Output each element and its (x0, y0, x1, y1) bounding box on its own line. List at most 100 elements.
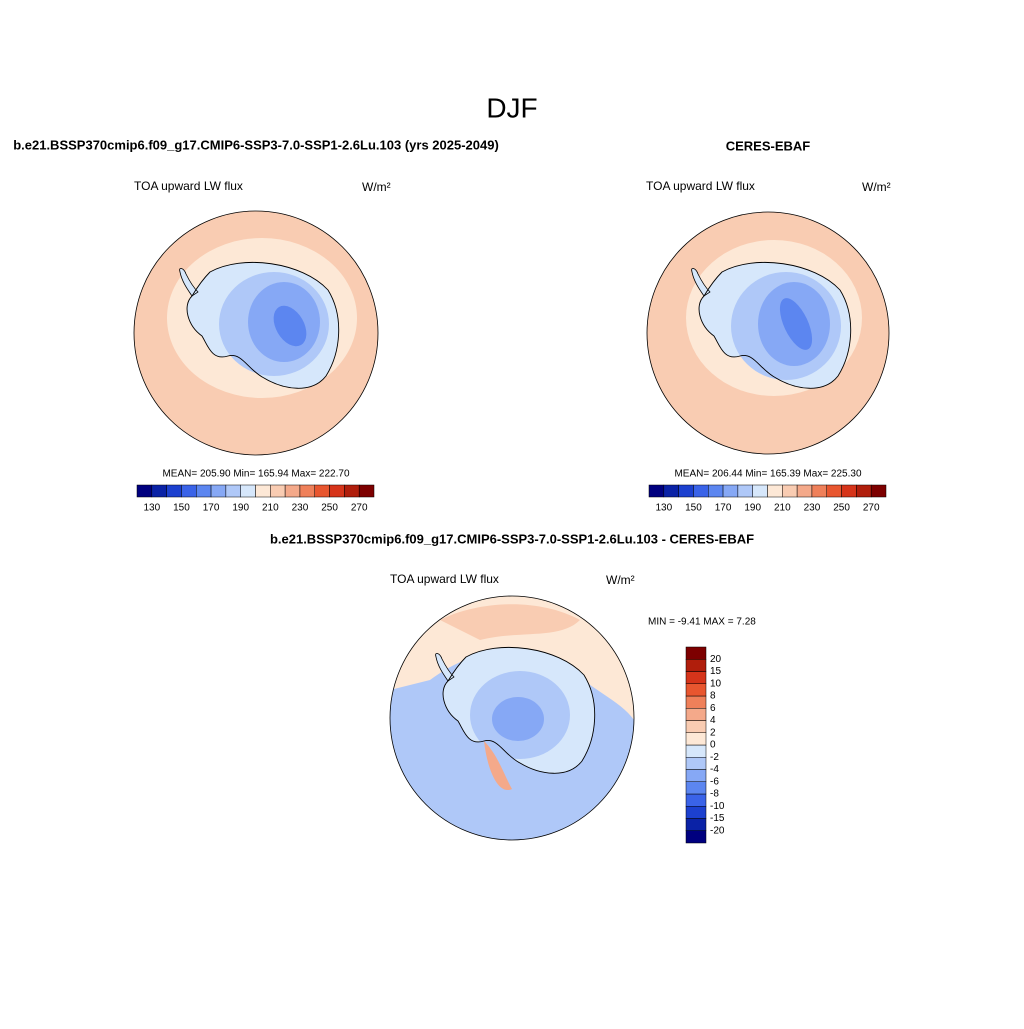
field-contour (484, 741, 512, 791)
colorbar-box (693, 484, 709, 498)
colorbar-box (685, 695, 707, 709)
colorbar-tick-label: -8 (710, 789, 719, 800)
stats-label: MIN = -9.41 MAX = 7.28 (648, 617, 756, 628)
colorbar-box (678, 484, 694, 498)
colorbar-tick-label: 2 (710, 727, 716, 738)
colorbar-box (166, 484, 182, 498)
map-border (646, 211, 890, 455)
colorbar-tick-label: 270 (351, 503, 368, 514)
colorbar-box (685, 793, 707, 807)
colorbar-box (270, 484, 286, 498)
colorbar-tick-label: 250 (833, 503, 850, 514)
stats-label: MEAN= 205.90 Min= 165.94 Max= 222.70 (162, 469, 350, 480)
colorbar-tick-label: 4 (710, 715, 716, 726)
colorbar-tick-label: 230 (804, 503, 821, 514)
variable-label: TOA upward LW flux (390, 572, 499, 586)
colorbar-tick-label: 130 (143, 503, 160, 514)
colorbar-box (685, 781, 707, 795)
colorbar-tick-label: 10 (710, 678, 722, 689)
stats-label: MEAN= 206.44 Min= 165.39 Max= 225.30 (674, 469, 862, 480)
colorbar-box (708, 484, 724, 498)
colorbar-tick-label: -15 (710, 813, 725, 824)
field-contour (779, 298, 813, 350)
colorbar-tick-label: -2 (710, 752, 719, 763)
map-border (389, 595, 635, 841)
variable-label: TOA upward LW flux (134, 179, 243, 193)
colorbar-box (210, 484, 227, 498)
colorbar-box (685, 659, 707, 672)
colorbar-box (136, 484, 153, 498)
colorbar-box (685, 806, 707, 819)
colorbar-tick-label: 150 (685, 503, 702, 514)
field-contour (492, 697, 544, 741)
colorbar-box (299, 484, 315, 498)
colorbar-box (685, 671, 707, 684)
colorbar-tick-label: 270 (863, 503, 880, 514)
colorbar-box (225, 484, 241, 498)
colorbar-box (685, 818, 707, 831)
colorbar-box (648, 484, 665, 498)
colorbar-box (767, 484, 783, 498)
colorbar-tick-label: 170 (203, 503, 220, 514)
colorbar-box (685, 732, 707, 746)
map-panel (647, 212, 889, 454)
colorbar-box (151, 484, 167, 498)
panel-title: CERES-EBAF (726, 138, 811, 153)
figure-title: DJF (486, 92, 537, 123)
colorbar-tick-label: 6 (710, 703, 716, 714)
map-panel (134, 211, 378, 455)
colorbar-box (685, 744, 707, 758)
units-label: W/m² (606, 573, 635, 587)
colorbar-tick-label: 15 (710, 666, 722, 677)
map-panel (390, 596, 634, 840)
panel-title: b.e21.BSSP370cmip6.f09_g17.CMIP6-SSP3-7.… (270, 531, 754, 546)
colorbar-box (344, 484, 360, 498)
colorbar-tick-label: 230 (292, 503, 309, 514)
colorbar-tick-label: 170 (715, 503, 732, 514)
colorbar-tick-label: 210 (774, 503, 791, 514)
colorbar-box (314, 484, 330, 498)
units-label: W/m² (362, 180, 391, 194)
field-contour (440, 604, 580, 640)
colorbar-tick-label: 190 (744, 503, 761, 514)
colorbar-tick-label: 210 (262, 503, 279, 514)
colorbar-box (870, 484, 887, 498)
colorbar-box (722, 484, 739, 498)
colorbar-tick-label: 0 (710, 740, 716, 751)
colorbar-box (663, 484, 679, 498)
colorbar-box (255, 484, 271, 498)
colorbar-box (685, 720, 707, 733)
variable-label: TOA upward LW flux (646, 179, 755, 193)
units-label: W/m² (862, 180, 891, 194)
colorbar-box (329, 484, 345, 498)
colorbar-tick-label: -10 (710, 801, 725, 812)
colorbar-box (841, 484, 857, 498)
field-contour (273, 305, 307, 347)
colorbar-box (181, 484, 197, 498)
colorbar-box (685, 683, 707, 697)
colorbar-tick-label: 8 (710, 691, 716, 702)
colorbar-tick-label: -20 (710, 825, 725, 836)
colorbar-box (358, 484, 375, 498)
colorbar-box (685, 757, 707, 770)
colorbar-box (196, 484, 212, 498)
colorbar-box (737, 484, 753, 498)
panel-title: b.e21.BSSP370cmip6.f09_g17.CMIP6-SSP3-7.… (13, 137, 499, 152)
colorbar-tick-label: 130 (655, 503, 672, 514)
colorbar-box (826, 484, 842, 498)
colorbar-tick-label: -6 (710, 776, 719, 787)
colorbar-tick-label: 250 (321, 503, 338, 514)
colorbar-box (685, 646, 707, 660)
colorbar-tick-label: 190 (232, 503, 249, 514)
colorbar-tick-label: 20 (710, 654, 722, 665)
map-border (133, 210, 379, 456)
colorbar-tick-label: -4 (710, 764, 719, 775)
colorbar-box (782, 484, 798, 498)
colorbar-box (685, 769, 707, 782)
colorbar-box (240, 484, 256, 498)
colorbar-box (752, 484, 768, 498)
colorbar-box (685, 830, 707, 844)
colorbar-box (796, 484, 813, 498)
colorbar-tick-label: 150 (173, 503, 190, 514)
